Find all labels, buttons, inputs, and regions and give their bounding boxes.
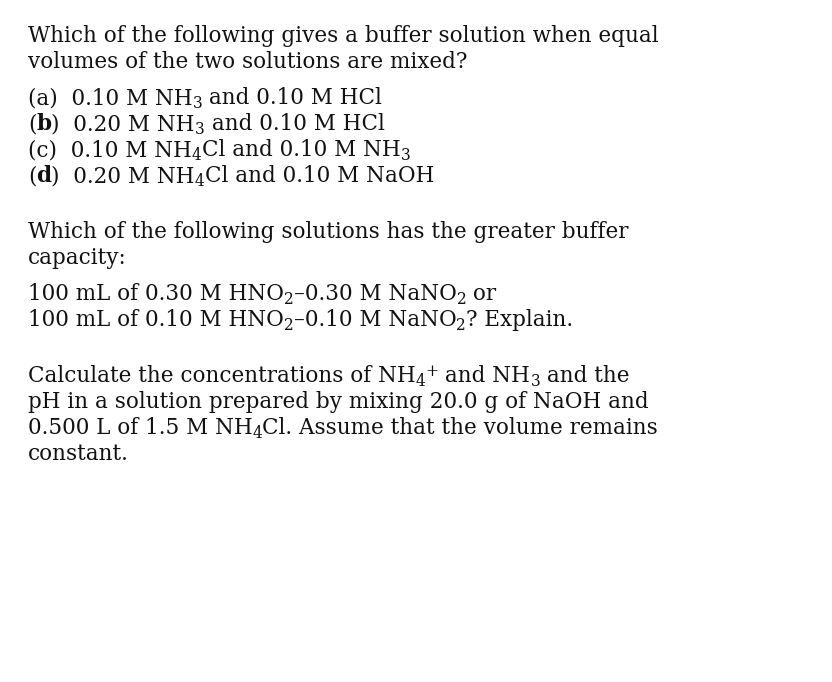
Text: 4: 4	[416, 373, 425, 390]
Text: Calculate the concentrations of NH: Calculate the concentrations of NH	[28, 365, 416, 387]
Text: or: or	[467, 283, 497, 305]
Text: (: (	[28, 113, 37, 135]
Text: 2: 2	[284, 317, 294, 334]
Text: )  0.20 M NH: ) 0.20 M NH	[52, 113, 195, 135]
Text: capacity:: capacity:	[28, 247, 126, 269]
Text: and NH: and NH	[438, 365, 530, 387]
Text: –0.30 M NaNO: –0.30 M NaNO	[294, 283, 457, 305]
Text: (c)  0.10 M NH: (c) 0.10 M NH	[28, 139, 192, 161]
Text: 3: 3	[193, 95, 202, 113]
Text: 100 mL of 0.30 M HNO: 100 mL of 0.30 M HNO	[28, 283, 284, 305]
Text: –0.10 M NaNO: –0.10 M NaNO	[294, 309, 457, 331]
Text: (: (	[28, 165, 37, 187]
Text: volumes of the two solutions are mixed?: volumes of the two solutions are mixed?	[28, 51, 468, 73]
Text: and 0.10 M HCl: and 0.10 M HCl	[205, 113, 384, 135]
Text: constant.: constant.	[28, 443, 129, 465]
Text: d: d	[37, 165, 52, 187]
Text: and 0.10 M HCl: and 0.10 M HCl	[202, 87, 382, 109]
Text: Which of the following gives a buffer solution when equal: Which of the following gives a buffer so…	[28, 25, 659, 47]
Text: Cl and 0.10 M NaOH: Cl and 0.10 M NaOH	[205, 165, 434, 187]
Text: 4: 4	[192, 147, 201, 164]
Text: Cl. Assume that the volume remains: Cl. Assume that the volume remains	[263, 417, 658, 439]
Text: 2: 2	[457, 317, 466, 334]
Text: 3: 3	[400, 147, 410, 164]
Text: and the: and the	[540, 365, 630, 387]
Text: Which of the following solutions has the greater buffer: Which of the following solutions has the…	[28, 221, 628, 243]
Text: 100 mL of 0.10 M HNO: 100 mL of 0.10 M HNO	[28, 309, 284, 331]
Text: 3: 3	[195, 121, 205, 138]
Text: (a)  0.10 M NH: (a) 0.10 M NH	[28, 87, 193, 109]
Text: 4: 4	[195, 173, 205, 190]
Text: )  0.20 M NH: ) 0.20 M NH	[52, 165, 195, 187]
Text: 0.500 L of 1.5 M NH: 0.500 L of 1.5 M NH	[28, 417, 253, 439]
Text: ? Explain.: ? Explain.	[466, 309, 573, 331]
Text: 3: 3	[530, 373, 540, 390]
Text: pH in a solution prepared by mixing 20.0 g of NaOH and: pH in a solution prepared by mixing 20.0…	[28, 391, 649, 413]
Text: b: b	[37, 113, 52, 135]
Text: +: +	[425, 363, 438, 380]
Text: 2: 2	[457, 291, 467, 308]
Text: 2: 2	[284, 291, 294, 308]
Text: 4: 4	[253, 426, 263, 443]
Text: Cl and 0.10 M NH: Cl and 0.10 M NH	[201, 139, 400, 161]
